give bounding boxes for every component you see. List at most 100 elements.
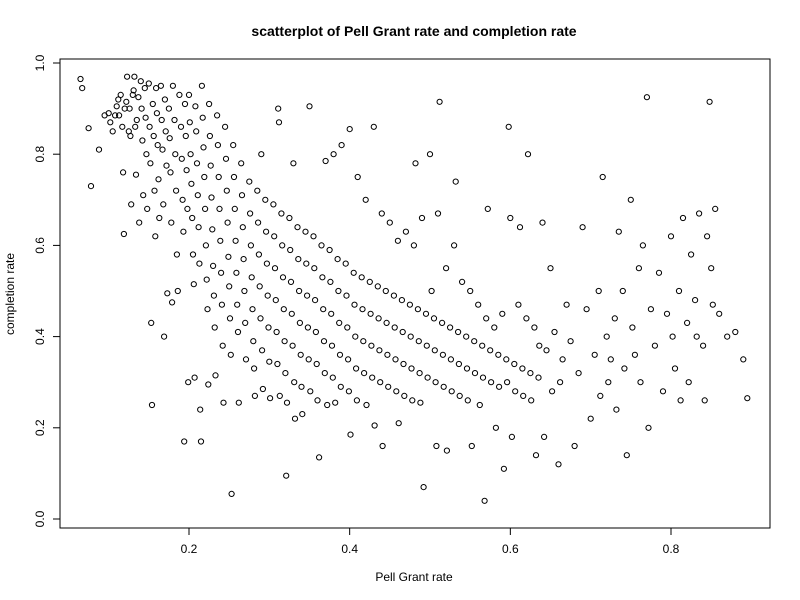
data-point — [142, 114, 149, 121]
data-point — [688, 251, 695, 258]
data-point — [259, 385, 266, 393]
data-point — [352, 333, 359, 340]
data-point — [274, 360, 281, 368]
data-point — [463, 365, 471, 372]
data-point — [500, 465, 507, 472]
data-point — [448, 388, 455, 395]
data-point — [183, 167, 190, 174]
data-point — [740, 356, 747, 363]
data-point — [583, 306, 590, 313]
data-point — [289, 342, 296, 349]
data-point — [79, 85, 86, 92]
data-point — [176, 91, 183, 99]
data-point — [496, 383, 503, 390]
data-point — [273, 328, 280, 336]
data-point — [358, 274, 365, 281]
data-point — [692, 297, 699, 304]
data-point — [322, 157, 329, 165]
data-point — [615, 228, 622, 235]
data-point — [288, 310, 295, 317]
data-point — [222, 155, 230, 162]
data-point — [148, 319, 155, 326]
data-point — [368, 342, 375, 349]
data-point — [436, 98, 443, 105]
data-point — [179, 196, 186, 203]
data-point — [295, 256, 302, 263]
data-point — [140, 192, 147, 199]
data-point — [230, 142, 237, 149]
data-point — [328, 342, 336, 349]
data-point — [298, 383, 305, 390]
data-point — [346, 126, 353, 133]
data-point — [386, 219, 393, 226]
data-point — [366, 278, 373, 285]
data-point — [464, 397, 471, 404]
data-point — [148, 401, 156, 409]
y-axis-label: completion rate — [3, 253, 17, 335]
data-point — [519, 365, 526, 372]
data-point — [516, 224, 524, 231]
data-point — [238, 192, 246, 199]
data-point — [205, 381, 212, 388]
data-point — [511, 360, 518, 368]
data-point — [555, 461, 562, 468]
data-point — [250, 338, 257, 345]
data-point — [709, 301, 716, 308]
data-point — [303, 260, 310, 267]
data-point — [567, 338, 574, 345]
data-point — [591, 351, 598, 358]
data-point — [186, 119, 193, 126]
data-point — [443, 265, 450, 272]
data-point — [296, 287, 303, 295]
data-point — [353, 365, 360, 372]
data-point — [214, 112, 221, 119]
data-point — [299, 411, 306, 418]
data-point — [700, 342, 707, 349]
data-point — [282, 370, 289, 377]
data-point — [321, 370, 328, 377]
data-point — [201, 173, 208, 181]
data-point — [667, 233, 675, 240]
data-point — [332, 399, 339, 406]
data-point — [117, 91, 124, 99]
data-point — [390, 292, 397, 299]
data-point — [255, 251, 262, 258]
data-point — [197, 438, 205, 445]
data-point — [336, 319, 343, 326]
data-point — [706, 98, 713, 105]
data-point — [329, 374, 336, 381]
data-point — [193, 128, 200, 135]
data-point — [495, 351, 502, 358]
data-point — [378, 210, 385, 217]
data-point — [456, 392, 463, 399]
data-point — [455, 360, 462, 368]
data-point — [344, 324, 351, 331]
data-point — [87, 183, 95, 190]
data-point — [234, 301, 241, 308]
data-point — [144, 205, 151, 212]
data-point — [407, 333, 414, 340]
data-point — [271, 265, 279, 272]
y-axis: 0.0 0.2 0.4 0.6 0.8 1.0 — [33, 54, 61, 527]
data-point — [215, 173, 222, 181]
data-point — [484, 205, 491, 212]
data-point — [382, 287, 389, 295]
data-points — [77, 73, 751, 504]
x-tick-label: 0.6 — [502, 542, 519, 556]
data-point — [241, 287, 248, 295]
data-point — [158, 116, 165, 124]
data-point — [283, 399, 291, 406]
data-point — [115, 96, 122, 103]
data-point — [459, 278, 466, 285]
data-point — [290, 160, 297, 167]
data-point — [428, 287, 435, 295]
data-point — [334, 256, 341, 263]
data-point — [192, 103, 199, 110]
data-point — [637, 379, 644, 386]
data-point — [294, 224, 301, 231]
data-point — [137, 78, 144, 85]
data-point — [263, 260, 270, 267]
data-point — [146, 123, 153, 130]
data-point — [607, 356, 614, 363]
data-point — [316, 454, 323, 461]
